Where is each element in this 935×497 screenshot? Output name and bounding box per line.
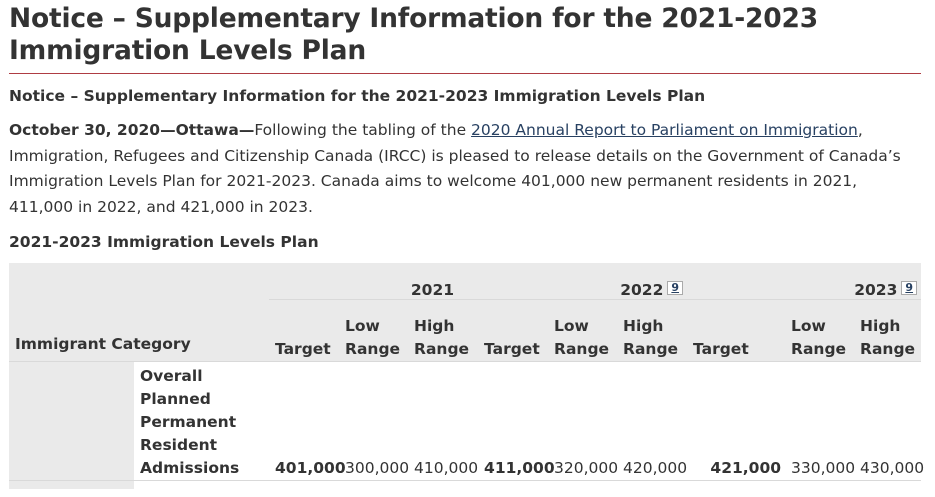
header-word: High [860,317,901,335]
annual-report-link[interactable]: 2020 Annual Report to Parliament on Immi… [471,121,858,139]
year-header-2022: 2022 9 [478,263,688,300]
table-row: Overall Planned Permanent Resident Admis… [9,361,924,481]
high-2023: 430,000 [854,361,924,481]
page-content: Notice – Supplementary Information for t… [9,0,924,489]
header-word: Range [345,340,401,358]
header-word: Range [791,340,847,358]
header-word: Low [791,317,826,335]
header-word: Range [623,340,679,358]
category-group-cell [9,480,134,489]
year-header-2021: 2021 [269,263,479,300]
table-header-ranges: Target Low Range High Range Target Low Rang… [9,299,922,362]
table-header-years: Immigrant Category 2021 2022 9 2023 9 [9,263,922,362]
header-word: High [623,317,664,335]
low-range-header: Low Range [548,299,618,362]
high-2021: 410,000 [408,361,478,481]
intro-paragraph: October 30, 2020—Ottawa—Following the ta… [9,118,921,220]
row-continuation [134,480,922,489]
dateline-dash: — [238,121,255,139]
category-group-cell [9,361,134,481]
target-2023: 421,000 [687,361,786,481]
year-label: 2021 [410,281,455,299]
row-category: Overall Planned Permanent Resident Admis… [134,361,270,481]
high-range-header: High Range [854,299,922,362]
table-caption: 2021-2023 Immigration Levels Plan [9,233,319,251]
low-2022: 320,000 [548,361,618,481]
year-label: 2023 [854,281,898,299]
low-2021: 300,000 [339,361,409,481]
notice-heading: Notice – Supplementary Information for t… [9,87,706,105]
year-label: 2022 [620,281,664,299]
title-divider [9,73,921,74]
dateline: October 30, 2020—Ottawa [9,121,239,139]
header-word: Range [414,340,470,358]
high-range-header: High Range [617,299,688,362]
low-range-header: Low Range [785,299,855,362]
levels-plan-table: Immigrant Category 2021 2022 9 2023 9 Targ… [9,263,924,489]
category-header: Immigrant Category [9,263,270,362]
target-header: Target [687,299,786,362]
target-header: Target [269,299,340,362]
footnote-link[interactable]: 9 [901,281,918,295]
header-word: Range [554,340,610,358]
low-range-header: Low Range [339,299,409,362]
target-header: Target [478,299,549,362]
table-row-partial [9,480,922,489]
intro-text-after-link: , Immigration, Refugees and Citizenship … [9,121,901,216]
low-2023: 330,000 [785,361,855,481]
high-2022: 420,000 [617,361,687,481]
page-title: Notice – Supplementary Information for t… [9,3,818,66]
year-header-2023: 2023 9 [687,263,922,300]
target-2022: 411,000 [478,361,555,481]
intro-text-before-link: Following the tabling of the [254,121,472,139]
header-word: Low [345,317,380,335]
high-range-header: High Range [408,299,479,362]
header-word: High [414,317,455,335]
header-word: Low [554,317,589,335]
footnote-link[interactable]: 9 [667,281,684,295]
header-word: Range [860,340,916,358]
target-2021: 401,000 [269,361,346,481]
